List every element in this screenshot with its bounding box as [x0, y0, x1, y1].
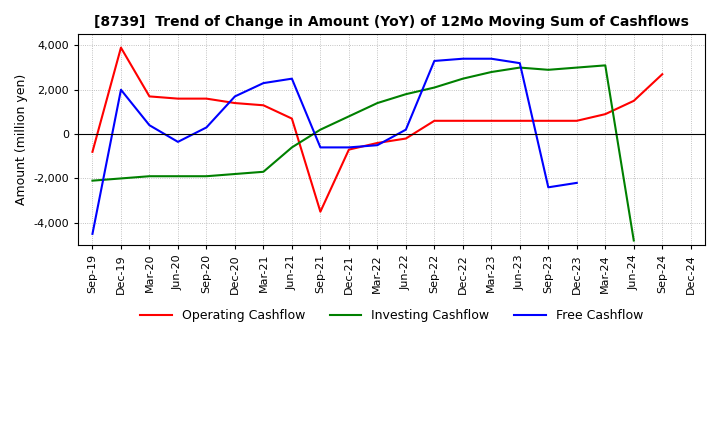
Operating Cashflow — [174, 96, 182, 101]
Operating Cashflow — [402, 136, 410, 141]
Line: Operating Cashflow: Operating Cashflow — [92, 48, 662, 212]
Free Cashflow — [145, 123, 154, 128]
Operating Cashflow — [88, 149, 96, 154]
Free Cashflow — [572, 180, 581, 186]
Free Cashflow — [174, 139, 182, 144]
Line: Investing Cashflow: Investing Cashflow — [92, 66, 634, 241]
Free Cashflow — [373, 143, 382, 148]
Free Cashflow — [430, 58, 438, 63]
Operating Cashflow — [202, 96, 211, 101]
Operating Cashflow — [316, 209, 325, 214]
Operating Cashflow — [459, 118, 467, 124]
Investing Cashflow — [572, 65, 581, 70]
Operating Cashflow — [259, 103, 268, 108]
Free Cashflow — [230, 94, 239, 99]
Free Cashflow — [117, 87, 125, 92]
Investing Cashflow — [544, 67, 553, 73]
Investing Cashflow — [430, 85, 438, 90]
Free Cashflow — [487, 56, 495, 61]
Operating Cashflow — [658, 72, 667, 77]
Investing Cashflow — [345, 114, 354, 119]
Investing Cashflow — [601, 63, 610, 68]
Legend: Operating Cashflow, Investing Cashflow, Free Cashflow: Operating Cashflow, Investing Cashflow, … — [135, 304, 648, 327]
Operating Cashflow — [430, 118, 438, 124]
Operating Cashflow — [544, 118, 553, 124]
Title: [8739]  Trend of Change in Amount (YoY) of 12Mo Moving Sum of Cashflows: [8739] Trend of Change in Amount (YoY) o… — [94, 15, 689, 29]
Investing Cashflow — [373, 100, 382, 106]
Investing Cashflow — [287, 145, 296, 150]
Investing Cashflow — [487, 70, 495, 75]
Free Cashflow — [202, 125, 211, 130]
Operating Cashflow — [287, 116, 296, 121]
Investing Cashflow — [629, 238, 638, 243]
Free Cashflow — [544, 185, 553, 190]
Investing Cashflow — [316, 127, 325, 132]
Operating Cashflow — [373, 140, 382, 146]
Operating Cashflow — [345, 147, 354, 152]
Investing Cashflow — [459, 76, 467, 81]
Investing Cashflow — [230, 171, 239, 176]
Operating Cashflow — [601, 111, 610, 117]
Investing Cashflow — [145, 174, 154, 179]
Operating Cashflow — [487, 118, 495, 124]
Operating Cashflow — [230, 100, 239, 106]
Investing Cashflow — [259, 169, 268, 174]
Line: Free Cashflow: Free Cashflow — [92, 59, 577, 234]
Free Cashflow — [459, 56, 467, 61]
Free Cashflow — [345, 145, 354, 150]
Investing Cashflow — [202, 174, 211, 179]
Investing Cashflow — [174, 174, 182, 179]
Operating Cashflow — [117, 45, 125, 50]
Operating Cashflow — [572, 118, 581, 124]
Free Cashflow — [88, 231, 96, 237]
Free Cashflow — [516, 61, 524, 66]
Operating Cashflow — [629, 98, 638, 103]
Free Cashflow — [402, 127, 410, 132]
Investing Cashflow — [88, 178, 96, 183]
Free Cashflow — [259, 81, 268, 86]
Operating Cashflow — [145, 94, 154, 99]
Free Cashflow — [316, 145, 325, 150]
Investing Cashflow — [117, 176, 125, 181]
Investing Cashflow — [516, 65, 524, 70]
Free Cashflow — [287, 76, 296, 81]
Investing Cashflow — [402, 92, 410, 97]
Operating Cashflow — [516, 118, 524, 124]
Y-axis label: Amount (million yen): Amount (million yen) — [15, 74, 28, 205]
